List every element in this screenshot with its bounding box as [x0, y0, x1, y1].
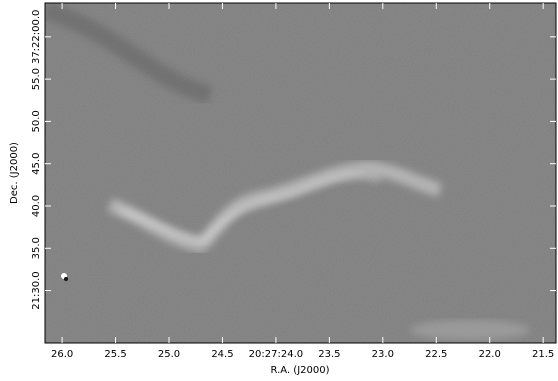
y-tick-label: 37:22:00.0	[31, 10, 42, 64]
x-axis-title: R.A. (J2000)	[271, 365, 330, 376]
x-tick-label: 23.5	[318, 349, 340, 360]
y-tick-label: 55.0	[31, 68, 42, 90]
y-tick-label: 21:30.0	[31, 271, 42, 309]
x-tick-label: 20:27:24.0	[249, 349, 303, 360]
y-tick-label: 50.0	[31, 110, 42, 132]
chart: R.A. (J2000) Dec. (J2000) 26.0 25.5 25.0 24…	[0, 0, 558, 381]
y-tick-label: 40.0	[31, 195, 42, 217]
x-tick-label: 22.0	[479, 349, 501, 360]
x-tick-label: 23.0	[372, 349, 394, 360]
x-tick-label: 26.0	[51, 349, 73, 360]
y-tick-label: 45.0	[31, 153, 42, 175]
x-tick-label: 24.5	[211, 349, 233, 360]
x-tick-label: 21.5	[532, 349, 554, 360]
x-tick-label: 25.0	[158, 349, 180, 360]
x-tick-label: 25.5	[104, 349, 126, 360]
y-tick-label: 35.0	[31, 237, 42, 259]
x-tick-label: 22.5	[425, 349, 447, 360]
y-axis-title: Dec. (J2000)	[9, 142, 20, 204]
sky-image	[45, 3, 556, 343]
